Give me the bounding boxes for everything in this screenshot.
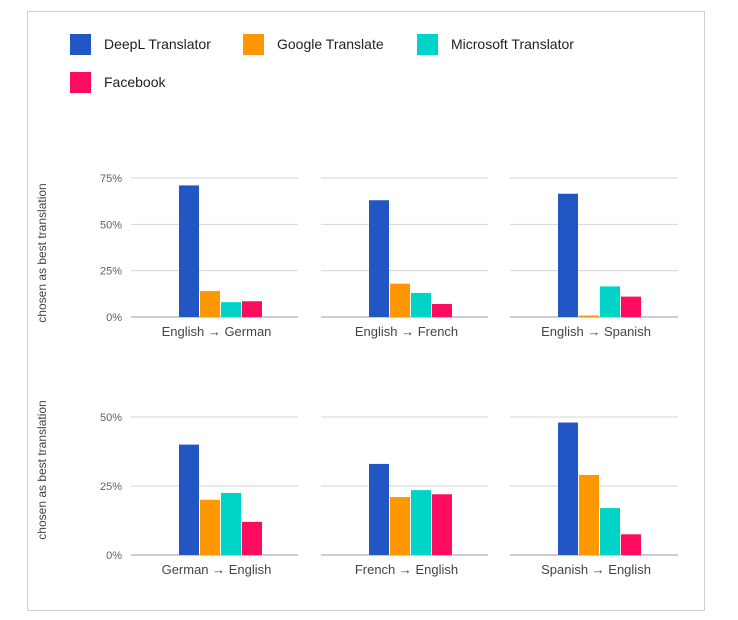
bar-facebook-row-1-panel-2 [432, 304, 452, 317]
y-tick-label-row-2-2: 50% [100, 412, 122, 424]
bar-microsoft-translator-row-2-panel-1 [221, 492, 241, 555]
category-label-spanish-english: Spanish → English [541, 562, 651, 577]
y-tick-label-row-2-0: 0% [106, 550, 122, 562]
category-label-english-french: English → French [355, 324, 458, 339]
bar-facebook-row-2-panel-3 [621, 534, 641, 555]
legend-swatch-google [243, 33, 264, 55]
legend-label-facebook: Facebook [104, 74, 166, 90]
category-label-english-german: English → German [162, 324, 272, 339]
bar-deepl-translator-row-1-panel-3 [558, 193, 578, 317]
bar-microsoft-translator-row-1-panel-1 [221, 302, 241, 317]
chart-frame [27, 11, 705, 611]
bar-deepl-translator-row-2-panel-1 [179, 444, 199, 555]
bar-facebook-row-2-panel-1 [242, 521, 262, 555]
bar-google-translate-row-1-panel-1 [200, 291, 220, 317]
bar-facebook-row-1-panel-1 [242, 301, 262, 317]
bar-google-translate-row-2-panel-1 [200, 499, 220, 555]
bar-google-translate-row-2-panel-3 [579, 474, 599, 555]
legend-swatch-deepl [70, 33, 91, 55]
y-tick-label-row-1-0: 0% [106, 312, 122, 324]
legend-label-google: Google Translate [277, 36, 384, 52]
bar-deepl-translator-row-2-panel-2 [369, 463, 389, 555]
legend-item-microsoft: Microsoft Translator [417, 33, 574, 55]
legend-item-google: Google Translate [243, 33, 384, 55]
bar-deepl-translator-row-1-panel-1 [179, 185, 199, 317]
y-tick-label-row-1-3: 75% [100, 173, 122, 185]
bar-google-translate-row-1-panel-2 [390, 283, 410, 317]
category-label-french-english: French → English [355, 562, 458, 577]
category-label-english-spanish: English → Spanish [541, 324, 651, 339]
legend-item-facebook: Facebook [70, 71, 165, 93]
legend-label-deepl: DeepL Translator [104, 36, 211, 52]
legend-item-deepl: DeepL Translator [70, 33, 211, 55]
bar-google-translate-row-1-panel-3 [579, 315, 599, 317]
legend-swatch-microsoft [417, 33, 438, 55]
y-tick-label-row-1-2: 50% [100, 219, 122, 231]
y-tick-label-row-1-1: 25% [100, 266, 122, 278]
bar-microsoft-translator-row-1-panel-2 [411, 292, 431, 317]
bar-google-translate-row-2-panel-2 [390, 497, 410, 555]
legend: DeepL Translator Google Translate Micros… [70, 33, 630, 103]
bar-deepl-translator-row-2-panel-3 [558, 422, 578, 555]
bar-facebook-row-2-panel-2 [432, 494, 452, 555]
category-label-german-english: German → English [162, 562, 272, 577]
y-axis-label-row-2: chosen as best translation [35, 400, 49, 539]
y-axis-label-row-1: chosen as best translation [35, 183, 49, 322]
y-tick-label-row-2-1: 25% [100, 481, 122, 493]
bar-facebook-row-1-panel-3 [621, 296, 641, 317]
bar-microsoft-translator-row-1-panel-3 [600, 286, 620, 317]
legend-label-microsoft: Microsoft Translator [451, 36, 574, 52]
bar-microsoft-translator-row-2-panel-3 [600, 508, 620, 555]
bar-microsoft-translator-row-2-panel-2 [411, 490, 431, 555]
bar-deepl-translator-row-1-panel-2 [369, 200, 389, 317]
legend-swatch-facebook [70, 71, 91, 93]
